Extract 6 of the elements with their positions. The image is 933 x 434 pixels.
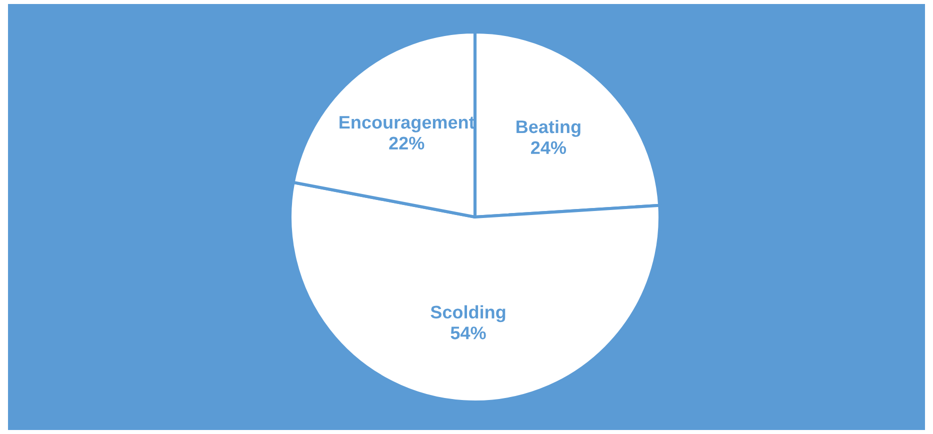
slice-label: Encouragement bbox=[340, 116, 475, 132]
slice-label: Scolding bbox=[430, 305, 506, 322]
slice-label: Beating bbox=[516, 120, 580, 137]
data-label: 24% bbox=[531, 141, 566, 154]
data-label: 54% bbox=[450, 326, 486, 340]
data-label: 22% bbox=[389, 136, 424, 150]
